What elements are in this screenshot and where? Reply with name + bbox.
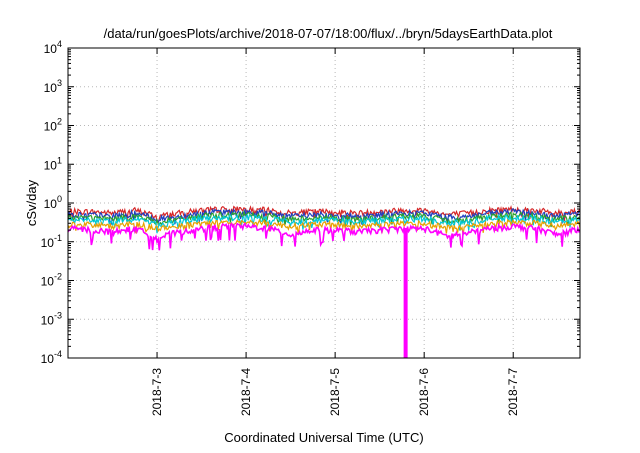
y-tick-label: 103 (44, 78, 62, 95)
y-tick-label: 104 (44, 39, 62, 56)
series-line (67, 222, 581, 251)
x-tick-label: 2018-7-6 (417, 368, 431, 416)
series-layer (67, 205, 581, 359)
y-tick-label: 101 (44, 155, 62, 172)
series-line (67, 213, 581, 234)
chart-title: /data/run/goesPlots/archive/2018-07-07/1… (104, 26, 553, 41)
y-tick-label: 102 (44, 117, 62, 134)
y-tick-label: 100 (44, 194, 62, 211)
series-line (67, 209, 581, 228)
y-tick-label: 10-4 (41, 349, 62, 366)
tick-layer: 10-4 10-3 10-2 10-1 100 101 102 103 104 2018-7-3 2… (41, 39, 580, 416)
y-axis-label: cSv/day (24, 179, 39, 226)
x-tick-label: 2018-7-3 (150, 368, 164, 416)
x-tick-label: 2018-7-5 (328, 368, 342, 416)
x-tick-label: 2018-7-4 (239, 368, 253, 416)
x-axis-label: Coordinated Universal Time (UTC) (224, 430, 423, 445)
grid-layer (68, 47, 580, 359)
series-line (67, 218, 581, 236)
y-tick-label: 10-1 (41, 233, 62, 250)
x-tick-label: 2018-7-7 (506, 368, 520, 416)
y-tick-label: 10-3 (41, 310, 62, 327)
series-line (67, 205, 581, 224)
series-dropout (403, 227, 408, 359)
y-tick-label: 10-2 (41, 272, 62, 289)
